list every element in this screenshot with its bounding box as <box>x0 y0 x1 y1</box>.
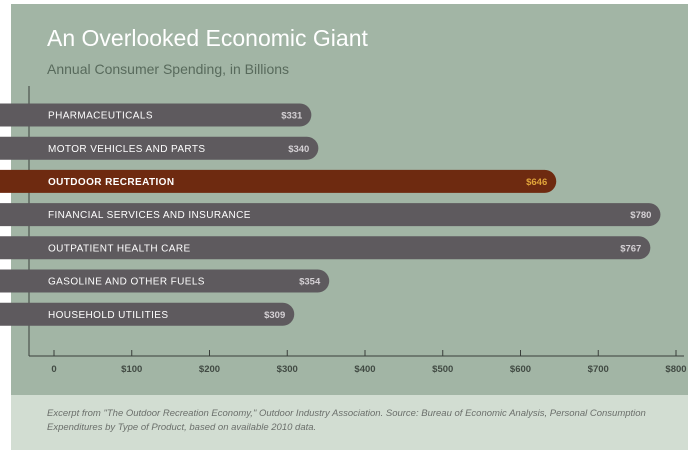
bar-2 <box>0 169 557 193</box>
bar-5 <box>0 269 330 293</box>
value-label-3: $780 <box>630 210 651 221</box>
bar-4 <box>0 236 651 260</box>
bar-group-3: FINANCIAL SERVICES AND INSURANCE $780 <box>0 203 661 227</box>
x-tick-label-0: 0 <box>51 364 56 375</box>
chart-title: An Overlooked Economic Giant <box>47 25 368 51</box>
bar-label-4: OUTPATIENT HEALTH CARE <box>48 243 191 254</box>
value-label-1: $340 <box>288 144 309 155</box>
bar-label-6: HOUSEHOLD UTILITIES <box>48 310 168 321</box>
bar-group-0: PHARMACEUTICALS $331 <box>0 103 312 127</box>
value-label-5: $354 <box>299 277 321 288</box>
value-label-6: $309 <box>264 310 285 321</box>
bar-label-0: PHARMACEUTICALS <box>48 111 153 122</box>
value-label-0: $331 <box>281 111 303 122</box>
bar-label-5: GASOLINE AND OTHER FUELS <box>48 277 205 288</box>
value-label-2: $646 <box>526 177 547 188</box>
bar-3 <box>0 203 661 227</box>
x-tick-label-8: $800 <box>665 364 686 375</box>
bar-group-2: OUTDOOR RECREATION $646 <box>0 169 557 193</box>
chart-subtitle: Annual Consumer Spending, in Billions <box>47 61 290 77</box>
footer-panel <box>11 395 688 450</box>
bar-group-5: GASOLINE AND OTHER FUELS $354 <box>0 269 330 293</box>
bar-group-6: HOUSEHOLD UTILITIES $309 <box>0 302 295 326</box>
bar-0 <box>0 103 312 127</box>
bar-label-1: MOTOR VEHICLES AND PARTS <box>48 144 205 155</box>
x-tick-label-5: $500 <box>432 364 453 375</box>
x-tick-label-1: $100 <box>121 364 142 375</box>
value-label-4: $767 <box>620 243 641 254</box>
x-tick-label-4: $400 <box>354 364 375 375</box>
x-tick-label-3: $300 <box>277 364 298 375</box>
bar-1 <box>0 136 319 160</box>
chart-panel <box>11 4 688 395</box>
bar-6 <box>0 302 295 326</box>
source-footnote: Excerpt from "The Outdoor Recreation Eco… <box>47 408 646 433</box>
bar-label-3: FINANCIAL SERVICES AND INSURANCE <box>48 210 251 221</box>
x-tick-label-2: $200 <box>199 364 220 375</box>
bar-group-4: OUTPATIENT HEALTH CARE $767 <box>0 236 651 260</box>
x-tick-label-6: $600 <box>510 364 531 375</box>
bar-group-1: MOTOR VEHICLES AND PARTS $340 <box>0 136 319 160</box>
x-tick-label-7: $700 <box>588 364 609 375</box>
bar-label-2: OUTDOOR RECREATION <box>48 177 174 188</box>
